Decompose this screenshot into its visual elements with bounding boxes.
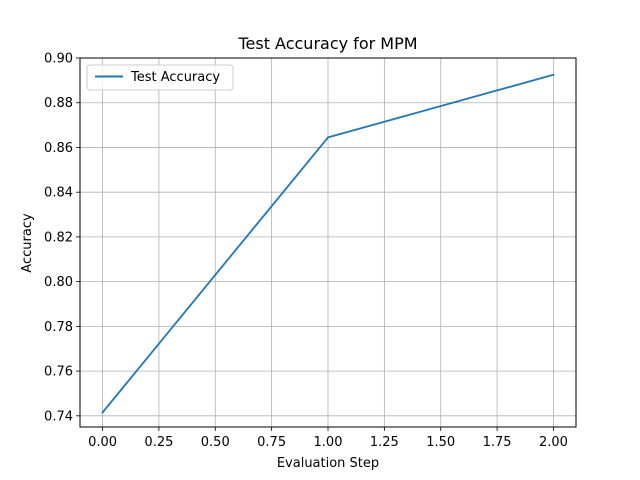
y-axis: 0.74 0.76 0.78 0.80 0.82 0.84 0.86 0.88 0.90 <box>44 52 80 424</box>
y-axis-label: Accuracy <box>20 213 35 273</box>
series-layer <box>101 73 555 414</box>
legend: Test Accuracy <box>86 64 234 91</box>
y-tick-label: 0.86 <box>44 141 73 156</box>
y-tick-label: 0.76 <box>44 365 73 380</box>
data-point <box>552 73 555 76</box>
chart-title: Test Accuracy for MPM <box>237 34 417 53</box>
grid <box>80 57 576 427</box>
y-tick-label: 0.84 <box>44 186 73 201</box>
data-point <box>327 136 329 139</box>
x-tick-label: 1.75 <box>483 435 512 450</box>
y-tick-label: 0.88 <box>44 96 73 111</box>
x-axis-label: Evaluation Step <box>277 456 379 471</box>
y-tick-label: 0.74 <box>44 409 73 424</box>
legend-entry-label: Test Accuracy <box>130 70 220 85</box>
x-tick-label: 0.00 <box>88 435 117 450</box>
x-tick-label: 1.00 <box>314 435 343 450</box>
y-tick-label: 0.78 <box>44 320 73 335</box>
legend-box <box>86 64 234 91</box>
data-point <box>101 411 104 414</box>
x-axis: 0.00 0.25 0.50 0.75 1.00 1.25 1.50 1.75 2.00 <box>88 427 568 450</box>
x-tick-label: 0.75 <box>257 435 286 450</box>
x-tick-label: 1.25 <box>370 435 399 450</box>
y-tick-label: 0.82 <box>44 230 73 245</box>
x-tick-label: 2.00 <box>539 435 568 450</box>
x-tick-label: 0.25 <box>144 435 173 450</box>
x-tick-label: 1.50 <box>426 435 455 450</box>
y-tick-label: 0.90 <box>44 52 73 67</box>
x-tick-label: 0.50 <box>201 435 230 450</box>
y-tick-label: 0.80 <box>44 275 73 290</box>
